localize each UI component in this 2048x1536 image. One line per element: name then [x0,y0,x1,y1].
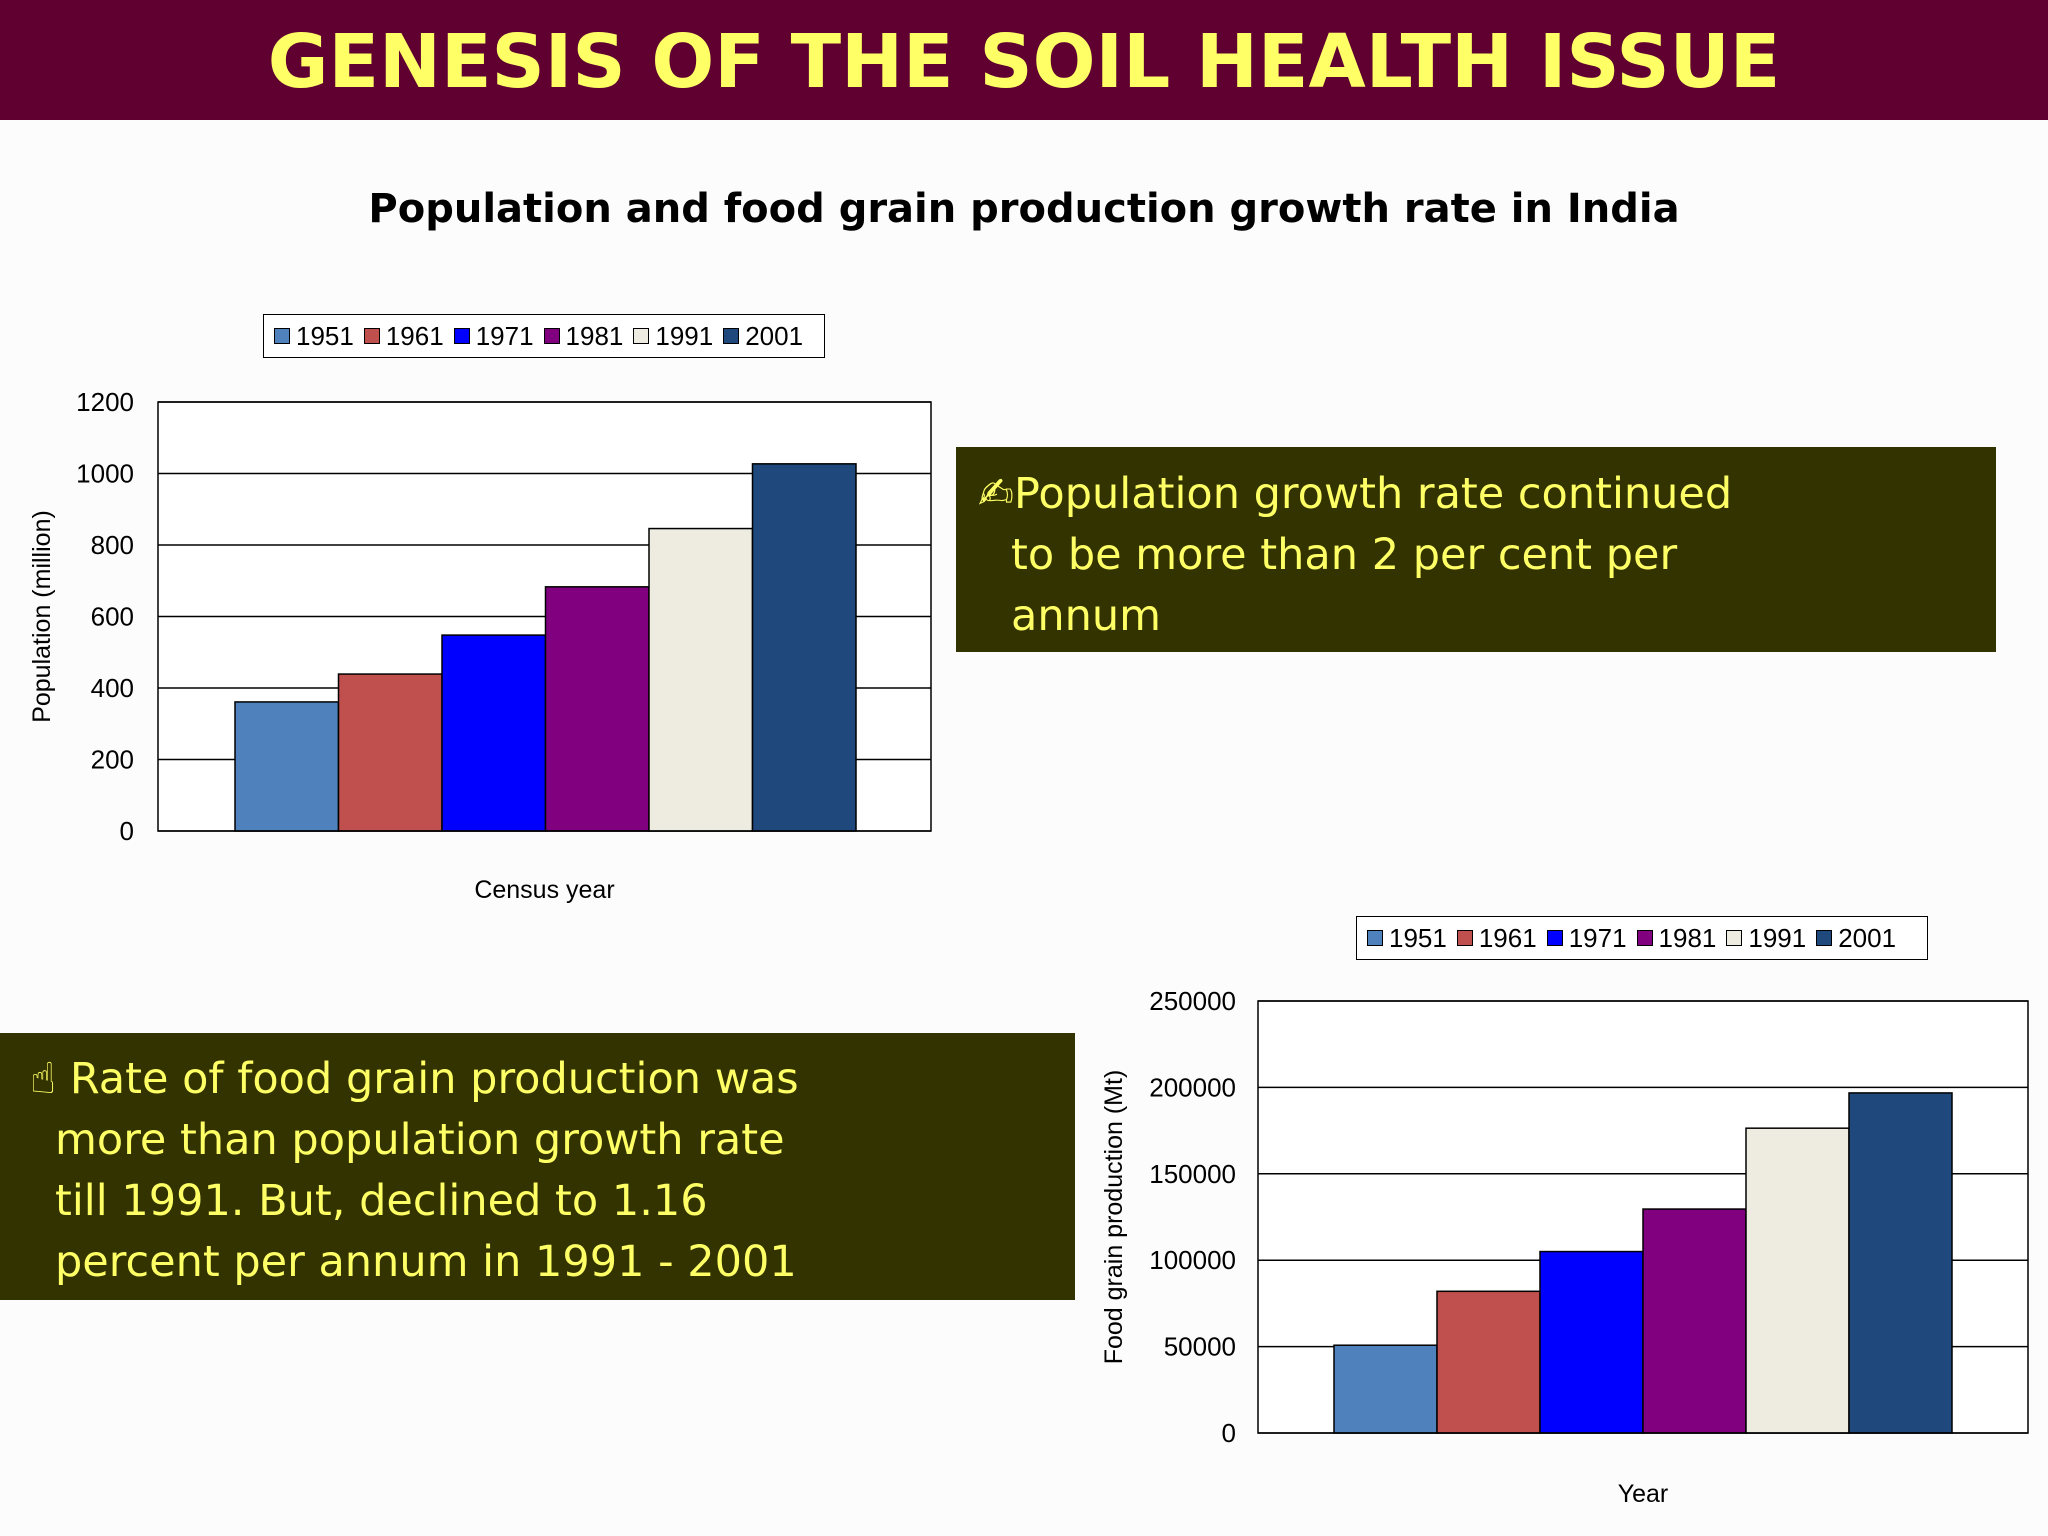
bar-1961 [1436,1290,1541,1434]
bar-1981 [1642,1208,1747,1434]
y-tick-label: 1000 [76,459,134,489]
x-axis-label: Census year [474,876,614,904]
y-axis-label: Population (million) [28,510,56,723]
y-tick-label: 50000 [1164,1332,1236,1362]
legend-label: 1991 [1748,922,1807,953]
bar-1971 [1539,1250,1644,1434]
legend-item: 1971 [1546,922,1627,954]
y-axis-label: Food grain production (Mt) [1100,1070,1128,1365]
callout-line: percent per annum in 1991 - 2001 [55,1237,797,1287]
pointing-finger-icon: ☝ [30,1054,57,1104]
legend-swatch [633,328,650,344]
legend-label: 1951 [296,320,354,351]
plot-border [1257,1000,2029,1434]
callout-line: more than population growth rate [55,1115,785,1165]
callout-line: till 1991. But, declined to 1.16 [55,1176,708,1226]
legend-item: 1951 [274,321,354,352]
legend-swatch [723,328,740,344]
writing-hand-icon: ✍ [978,469,1015,519]
legend-label: 1981 [1658,922,1717,953]
legend-swatch [1367,930,1383,946]
legend-swatch [1546,930,1563,946]
legend-swatch [363,328,380,344]
bar-2001 [751,463,857,832]
legend-swatch [274,328,290,344]
slide-subtitle: Population and food grain production gro… [368,186,1680,232]
legend-label: 1981 [565,320,624,351]
legend-item: 1951 [1367,923,1447,954]
bar-1971 [441,634,547,832]
y-tick-label: 200000 [1149,1072,1236,1102]
legend-label: 2001 [1838,922,1897,953]
food-grain-callout: ☝ Rate of food grain production was more… [0,1033,1075,1300]
food-grain-chart: 0 50000 100000 150000 200000 250000 Year Food g… [1100,986,2029,1508]
legend-item: 1991 [1726,923,1806,954]
legend-label: 1971 [475,320,534,351]
legend-swatch [1726,930,1743,946]
y-tick-label: 600 [91,602,134,632]
bar-1961 [337,673,443,832]
legend-item: 1961 [1456,922,1537,954]
population-chart: 0 200 400 600 800 1000 1200 Census year Populati… [28,387,932,904]
food-grain-chart-legend: 1951 1961 1971 1981 1991 2001 [1356,916,1928,960]
legend-item: 2001 [723,321,803,352]
legend-item: 1981 [543,320,624,352]
bar-1951 [234,701,340,832]
legend-swatch [1636,930,1653,946]
legend-label: 2001 [745,320,804,351]
y-tick-label: 0 [1222,1418,1236,1448]
legend-item: 1981 [1636,922,1717,954]
legend-label: 1991 [655,320,714,351]
legend-swatch [1456,930,1473,946]
y-tick-label: 250000 [1149,986,1236,1016]
y-tick-label: 150000 [1149,1159,1236,1189]
y-tick-label: 1200 [76,387,134,417]
bar-1991 [1745,1127,1850,1434]
slide-title: GENESIS OF THE SOIL HEALTH ISSUE [267,19,1781,105]
callout-line: Rate of food grain production was [69,1054,799,1104]
callout-line: annum [1011,591,1161,641]
y-tick-label: 200 [91,745,134,775]
bar-1991 [648,527,754,832]
y-tick-label: 0 [120,816,134,846]
legend-item: 1991 [633,321,713,352]
bar-2001 [1848,1092,1953,1434]
y-tick-label: 100000 [1149,1245,1236,1275]
legend-item: 1971 [453,320,534,352]
legend-label: 1971 [1568,922,1627,953]
legend-item: 1961 [363,320,444,352]
bar-1951 [1333,1344,1438,1434]
bar-1981 [544,586,650,832]
legend-label: 1951 [1389,922,1447,953]
y-tick-label: 400 [91,673,134,703]
population-chart-legend: 1951 1961 1971 1981 1991 2001 [263,314,825,358]
x-axis-label: Year [1618,1480,1669,1508]
legend-label: 1961 [1478,922,1537,953]
population-callout: ✍Population growth rate continued to be … [956,447,1996,652]
y-tick-label: 800 [91,530,134,560]
legend-swatch [453,328,470,344]
callout-line: Population growth rate continued [1014,469,1733,519]
legend-label: 1961 [385,320,444,351]
plot-border [157,401,932,832]
legend-item: 2001 [1816,923,1896,954]
legend-swatch [543,328,560,344]
callout-line: to be more than 2 per cent per [1011,530,1678,580]
title-bar [0,0,2048,120]
legend-swatch [1816,930,1833,946]
